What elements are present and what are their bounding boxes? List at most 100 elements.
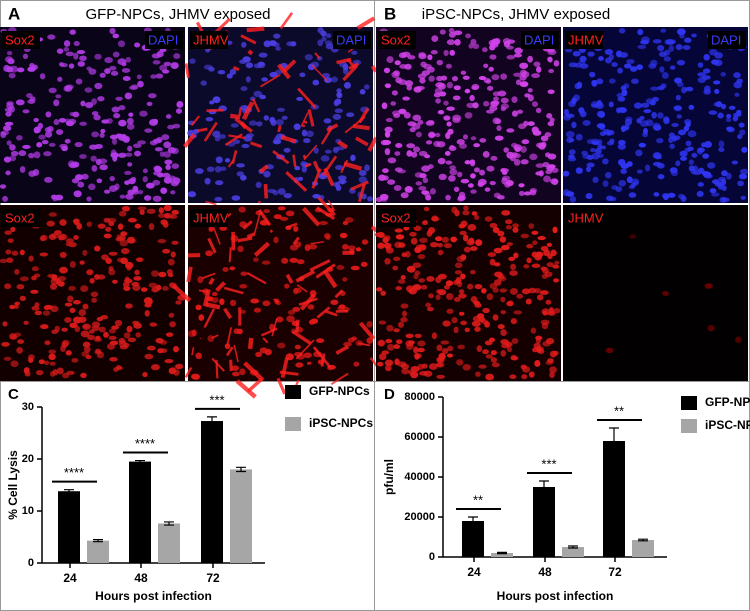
cell-nucleus bbox=[277, 188, 286, 195]
channel-label: DAPI bbox=[711, 32, 741, 47]
cell-process bbox=[356, 16, 376, 30]
cell-nucleus bbox=[383, 67, 391, 74]
cell-nucleus bbox=[115, 96, 123, 101]
cell-nucleus bbox=[0, 184, 7, 189]
cell-process bbox=[212, 227, 221, 245]
cell-nucleus bbox=[231, 195, 241, 201]
cell-nucleus bbox=[387, 179, 396, 185]
cell-nucleus bbox=[109, 340, 119, 346]
cell-nucleus bbox=[703, 173, 713, 179]
cell-nucleus bbox=[404, 80, 414, 87]
cell-nucleus bbox=[463, 205, 469, 211]
cell-nucleus bbox=[608, 101, 614, 108]
cell-nucleus bbox=[422, 177, 429, 184]
cell-nucleus bbox=[215, 156, 223, 164]
cell-nucleus bbox=[46, 220, 55, 227]
cell-nucleus bbox=[423, 206, 430, 212]
cell-nucleus bbox=[429, 241, 439, 248]
cell-nucleus bbox=[510, 263, 517, 271]
cell-nucleus bbox=[68, 162, 78, 169]
cell-nucleus bbox=[99, 164, 108, 171]
cell-nucleus bbox=[726, 113, 732, 119]
cell-nucleus bbox=[471, 320, 481, 327]
cell-nucleus bbox=[500, 310, 507, 315]
cell-nucleus bbox=[381, 102, 388, 110]
cell-nucleus bbox=[438, 91, 447, 97]
cell-nucleus bbox=[53, 99, 60, 107]
cell-nucleus bbox=[124, 261, 134, 269]
cell-nucleus bbox=[475, 239, 483, 247]
cell-nucleus bbox=[384, 257, 391, 265]
cell-nucleus bbox=[447, 353, 454, 358]
cell-nucleus bbox=[605, 347, 614, 354]
cell-nucleus bbox=[159, 340, 168, 345]
cell-nucleus bbox=[133, 143, 142, 149]
cell-nucleus bbox=[514, 146, 521, 153]
cell-nucleus bbox=[426, 119, 435, 125]
cell-nucleus bbox=[547, 56, 553, 63]
cell-process bbox=[172, 284, 192, 303]
cell-nucleus bbox=[217, 69, 226, 75]
cell-nucleus bbox=[38, 359, 45, 365]
cell-nucleus bbox=[639, 120, 649, 127]
cell-nucleus bbox=[430, 216, 440, 222]
cell-nucleus bbox=[206, 166, 215, 172]
cell-nucleus bbox=[73, 219, 80, 226]
y-tick-label: 40000 bbox=[404, 471, 435, 483]
cell-process bbox=[295, 339, 315, 360]
cell-nucleus bbox=[417, 253, 426, 260]
cell-nucleus bbox=[535, 107, 542, 114]
cell-process bbox=[242, 220, 253, 230]
cell-nucleus bbox=[230, 123, 239, 128]
cell-nucleus bbox=[437, 242, 444, 248]
cell-nucleus bbox=[636, 64, 644, 70]
cell-process bbox=[295, 269, 316, 283]
cell-nucleus bbox=[454, 262, 463, 269]
cell-nucleus bbox=[494, 118, 502, 125]
cell-nucleus bbox=[104, 57, 113, 64]
cell-nucleus bbox=[428, 293, 434, 299]
cell-nucleus bbox=[401, 252, 407, 258]
cell-nucleus bbox=[245, 76, 251, 83]
cell-process bbox=[302, 206, 321, 227]
cell-nucleus bbox=[457, 344, 466, 350]
cell-nucleus bbox=[385, 366, 392, 372]
cell-nucleus bbox=[284, 283, 290, 289]
cell-process bbox=[286, 222, 298, 229]
cell-nucleus bbox=[509, 270, 518, 276]
y-tick-label: 0 bbox=[28, 557, 34, 569]
cell-nucleus bbox=[453, 30, 463, 36]
cell-nucleus bbox=[95, 158, 102, 166]
bar bbox=[491, 553, 513, 557]
cell-nucleus bbox=[22, 53, 29, 60]
cell-nucleus bbox=[496, 195, 505, 200]
cell-nucleus bbox=[509, 374, 517, 380]
cell-nucleus bbox=[425, 140, 433, 145]
label-bg bbox=[708, 31, 746, 49]
cell-nucleus bbox=[118, 210, 127, 217]
cell-nucleus bbox=[374, 232, 384, 238]
cell-process bbox=[335, 345, 350, 355]
cell-nucleus bbox=[572, 50, 581, 57]
cell-nucleus bbox=[437, 249, 444, 256]
cell-nucleus bbox=[443, 243, 452, 249]
cell-nucleus bbox=[537, 235, 546, 241]
bar bbox=[533, 487, 555, 557]
cell-nucleus bbox=[550, 167, 559, 173]
cell-nucleus bbox=[3, 356, 12, 361]
cell-nucleus bbox=[64, 317, 72, 323]
cell-nucleus bbox=[704, 283, 713, 289]
cell-nucleus bbox=[458, 223, 466, 229]
cell-nucleus bbox=[452, 95, 461, 101]
cell-nucleus bbox=[341, 244, 349, 250]
cell-nucleus bbox=[48, 87, 57, 94]
cell-nucleus bbox=[633, 102, 643, 109]
cell-nucleus bbox=[39, 235, 46, 242]
cell-process bbox=[197, 127, 208, 133]
cell-nucleus bbox=[500, 349, 507, 357]
cell-nucleus bbox=[411, 151, 418, 158]
cell-nucleus bbox=[360, 261, 368, 267]
cell-nucleus bbox=[550, 249, 557, 257]
cell-nucleus bbox=[8, 72, 16, 79]
cell-nucleus bbox=[449, 49, 456, 56]
